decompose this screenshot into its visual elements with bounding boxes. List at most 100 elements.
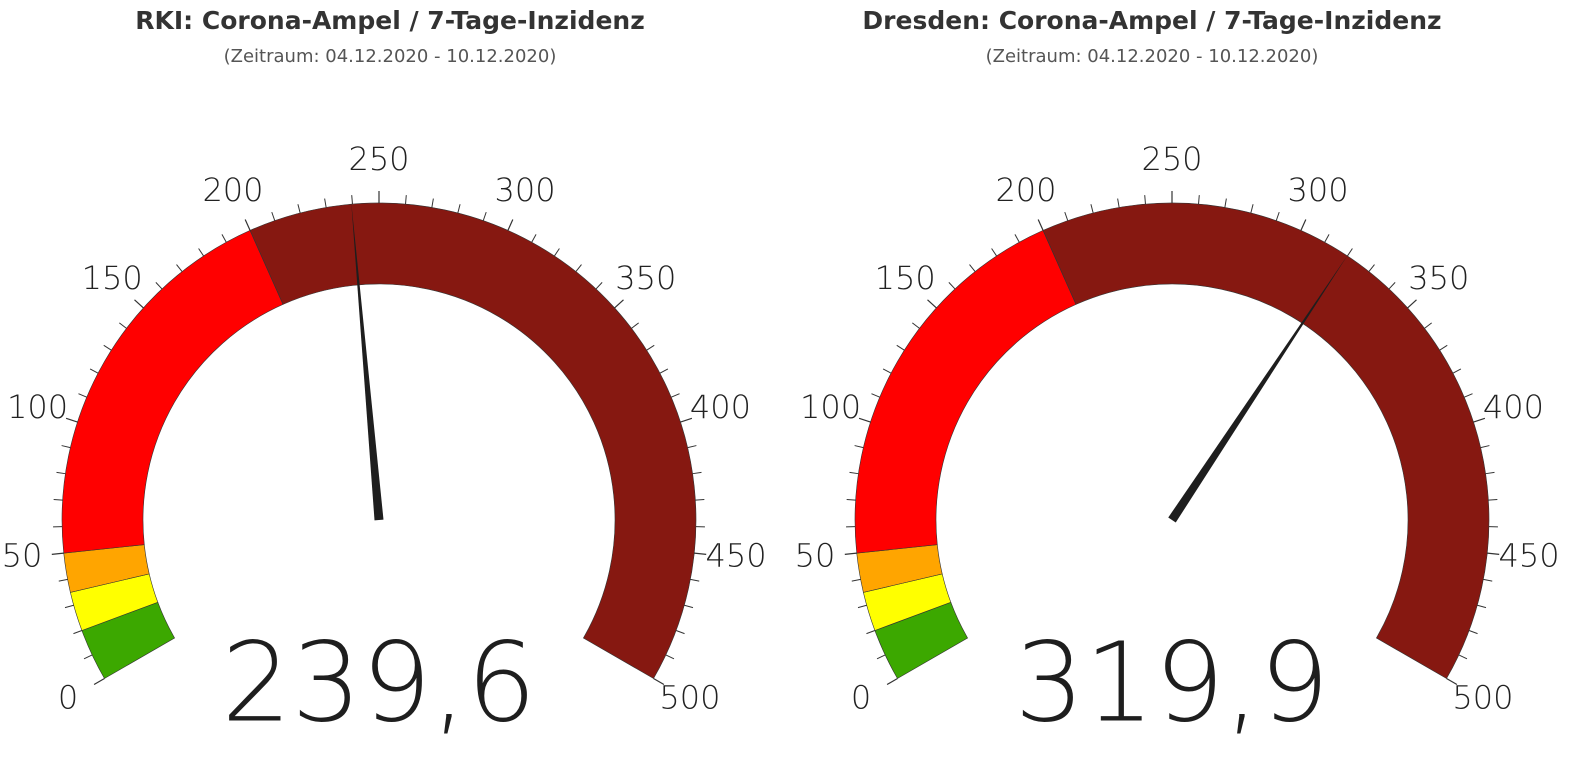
minor-tick <box>695 499 705 501</box>
minor-tick <box>1198 195 1200 205</box>
needle <box>1168 254 1349 523</box>
minor-tick <box>351 195 353 205</box>
major-tick <box>886 677 898 686</box>
minor-tick <box>1275 211 1280 221</box>
major-tick <box>1473 417 1486 423</box>
major-tick <box>614 299 624 309</box>
minor-tick <box>1388 282 1396 290</box>
tick-label: 200 <box>995 171 1056 209</box>
tick-label: 500 <box>1452 679 1513 717</box>
minor-tick <box>969 264 976 272</box>
minor-tick <box>78 393 87 398</box>
tick-label: 50 <box>2 537 43 575</box>
major-tick <box>844 552 857 555</box>
minor-tick <box>531 234 537 243</box>
tick-label: 100 <box>800 388 861 426</box>
minor-tick <box>1424 322 1432 329</box>
minor-tick <box>1347 248 1353 257</box>
minor-tick <box>631 322 639 329</box>
minor-tick <box>1064 211 1069 221</box>
tick-label: 250 <box>1141 140 1202 178</box>
major-tick <box>1037 219 1044 231</box>
minor-tick <box>1452 368 1462 374</box>
minor-tick <box>665 654 675 660</box>
minor-tick <box>1480 445 1490 449</box>
tick-label: 150 <box>82 259 143 297</box>
minor-tick <box>857 604 867 609</box>
chart-subtitle: (Zeitraum: 04.12.2020 - 10.12.2020) <box>986 46 1319 67</box>
minor-tick <box>1485 471 1495 475</box>
minor-tick <box>457 204 461 214</box>
minor-tick <box>53 499 63 501</box>
minor-tick <box>1488 499 1498 501</box>
major-tick <box>244 219 251 231</box>
minor-tick <box>482 211 487 221</box>
major-tick <box>1487 552 1500 555</box>
gauge-band <box>249 202 697 679</box>
tick-label: 450 <box>705 537 766 575</box>
minor-tick <box>271 211 276 221</box>
gauge-value: 319,9 <box>1015 618 1330 746</box>
tick-label: 200 <box>202 171 263 209</box>
needle <box>351 202 384 521</box>
minor-tick <box>684 604 694 609</box>
minor-tick <box>1224 198 1227 208</box>
minor-tick <box>948 282 956 290</box>
minor-tick <box>646 344 655 351</box>
minor-tick <box>675 630 685 635</box>
tick-label: 250 <box>348 140 409 178</box>
minor-tick <box>1014 234 1020 243</box>
minor-tick <box>659 368 669 374</box>
minor-tick <box>61 445 71 449</box>
major-tick <box>927 299 937 309</box>
minor-tick <box>554 248 560 257</box>
minor-tick <box>692 471 702 475</box>
major-tick <box>65 417 78 423</box>
tick-label: 350 <box>615 259 676 297</box>
major-tick <box>858 417 871 423</box>
minor-tick <box>324 198 327 208</box>
major-tick <box>134 299 144 309</box>
minor-tick <box>155 282 163 290</box>
tick-label: 50 <box>795 537 836 575</box>
minor-tick <box>1090 204 1094 214</box>
minor-tick <box>119 322 127 329</box>
minor-tick <box>405 195 407 205</box>
tick-label: 0 <box>58 679 78 717</box>
major-tick <box>1446 677 1458 686</box>
minor-tick <box>849 471 859 475</box>
minor-tick <box>1117 198 1120 208</box>
minor-tick <box>1324 234 1330 243</box>
major-tick <box>694 552 707 555</box>
tick-label: 400 <box>690 388 751 426</box>
minor-tick <box>896 344 905 351</box>
tick-label: 300 <box>494 171 555 209</box>
major-tick <box>1300 219 1307 231</box>
minor-tick <box>1144 195 1146 205</box>
gauge-value: 239,6 <box>222 618 537 746</box>
minor-tick <box>1477 604 1487 609</box>
minor-tick <box>575 264 582 272</box>
major-tick <box>680 417 693 423</box>
minor-tick <box>1468 630 1478 635</box>
tick-label: 100 <box>7 388 68 426</box>
minor-tick <box>912 322 920 329</box>
tick-label: 400 <box>1483 388 1544 426</box>
minor-tick <box>882 368 892 374</box>
minor-tick <box>89 368 99 374</box>
chart-title: Dresden: Corona-Ampel / 7-Tage-Inzidenz <box>862 6 1441 35</box>
minor-tick <box>198 248 204 257</box>
minor-tick <box>991 248 997 257</box>
minor-tick <box>297 204 301 214</box>
minor-tick <box>690 578 700 582</box>
tick-label: 350 <box>1408 259 1469 297</box>
major-tick <box>93 677 105 686</box>
tick-label: 300 <box>1287 171 1348 209</box>
minor-tick <box>876 654 886 660</box>
minor-tick <box>871 393 880 398</box>
minor-tick <box>103 344 112 351</box>
minor-tick <box>866 630 876 635</box>
major-tick <box>51 552 64 555</box>
tick-label: 150 <box>875 259 936 297</box>
chart-title: RKI: Corona-Ampel / 7-Tage-Inzidenz <box>135 6 645 35</box>
